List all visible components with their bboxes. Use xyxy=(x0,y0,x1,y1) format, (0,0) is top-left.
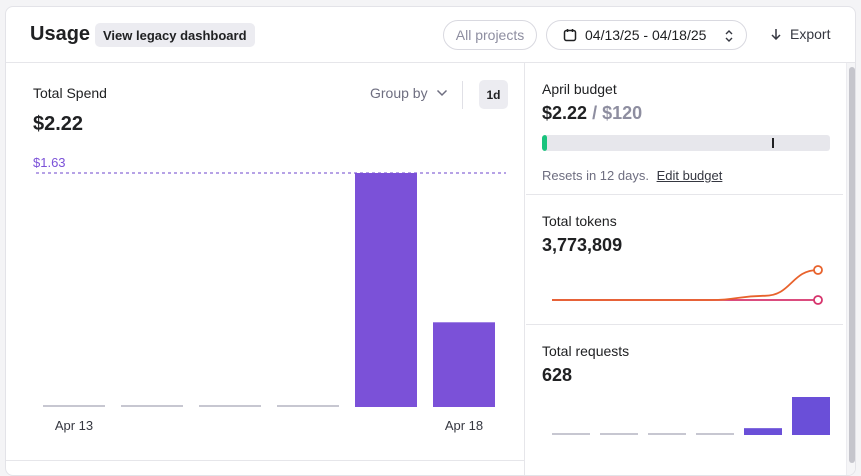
calendar-icon xyxy=(563,29,577,42)
export-label: Export xyxy=(790,26,831,42)
export-button[interactable]: Export xyxy=(770,26,830,42)
group-by-dropdown[interactable]: Group by xyxy=(370,85,448,101)
metrics-column: April budget $2.22 / $120 Resets in 12 d… xyxy=(526,63,843,475)
budget-separator: / xyxy=(592,103,598,123)
resets-text: Resets in 12 days. xyxy=(542,168,649,183)
x-tick-label: Apr 18 xyxy=(445,418,483,433)
budget-label: April budget xyxy=(542,81,617,97)
edit-budget-link[interactable]: Edit budget xyxy=(656,168,723,183)
spend-bar[interactable] xyxy=(43,405,105,407)
spend-bar[interactable] xyxy=(433,322,495,407)
spend-bar[interactable] xyxy=(277,405,339,407)
scrollbar[interactable] xyxy=(846,63,855,475)
toolbar-divider xyxy=(462,81,463,109)
date-range-label: 04/13/25 - 04/18/25 xyxy=(585,27,707,43)
page-title: Usage xyxy=(30,23,91,45)
all-projects-filter[interactable]: All projects xyxy=(443,20,537,50)
requests-bar[interactable] xyxy=(792,397,830,435)
interval-1d-button[interactable]: 1d xyxy=(479,80,508,109)
budget-progress-fill xyxy=(542,135,548,151)
view-legacy-dashboard-button[interactable]: View legacy dashboard xyxy=(95,23,255,47)
tokens-label: Total tokens xyxy=(542,213,617,229)
requests-value: 628 xyxy=(542,365,573,385)
usage-frame: Usage View legacy dashboard All projects… xyxy=(5,6,856,476)
budget-value: $2.22 / $120 xyxy=(542,103,642,124)
total-spend-value: $2.22 xyxy=(33,113,84,135)
header: Usage View legacy dashboard All projects… xyxy=(6,7,855,63)
total-spend-panel: Total Spend $2.22 Group by 1d $1.63 Apr 1… xyxy=(6,63,525,475)
requests-bar[interactable] xyxy=(744,428,782,435)
budget-threshold-marker xyxy=(772,138,775,148)
budget-limit: $120 xyxy=(602,103,643,123)
spend-bar[interactable] xyxy=(199,405,261,407)
tokens-series-endpoint[interactable] xyxy=(813,295,823,305)
tokens-series-endpoint[interactable] xyxy=(813,265,823,275)
requests-bar-chart xyxy=(552,397,830,435)
arrow-down-icon xyxy=(771,29,781,40)
budget-reset-note: Resets in 12 days. Edit budget xyxy=(542,168,722,183)
requests-bar[interactable] xyxy=(600,433,638,435)
requests-bar[interactable] xyxy=(696,433,734,435)
date-range-picker[interactable]: 04/13/25 - 04/18/25 xyxy=(546,20,747,50)
scrollbar-thumb[interactable] xyxy=(849,67,855,463)
spend-bar[interactable] xyxy=(355,173,417,407)
spend-bar-chart: $1.63 Apr 13 Apr 18 xyxy=(33,155,506,433)
requests-label: Total requests xyxy=(542,343,630,359)
panel-bottom-divider xyxy=(6,460,525,461)
budget-card: April budget $2.22 / $120 Resets in 12 d… xyxy=(526,63,843,195)
tokens-card: Total tokens 3,773,809 xyxy=(526,195,843,325)
spend-bar[interactable] xyxy=(121,405,183,407)
group-by-label: Group by xyxy=(370,85,428,101)
requests-bar[interactable] xyxy=(552,433,590,435)
tokens-line-chart xyxy=(552,265,823,305)
chevron-down-icon xyxy=(436,89,447,97)
budget-spent: $2.22 xyxy=(542,103,588,123)
budget-progress-bar xyxy=(542,135,830,151)
reference-line-label: $1.63 xyxy=(33,155,66,170)
total-spend-label: Total Spend xyxy=(33,85,107,101)
requests-card: Total requests 628 xyxy=(526,325,843,475)
tokens-value: 3,773,809 xyxy=(542,235,623,255)
tokens-series-line xyxy=(552,269,819,301)
chevron-up-down-icon xyxy=(725,30,733,42)
x-tick-label: Apr 13 xyxy=(55,418,93,433)
requests-bar[interactable] xyxy=(648,433,686,435)
